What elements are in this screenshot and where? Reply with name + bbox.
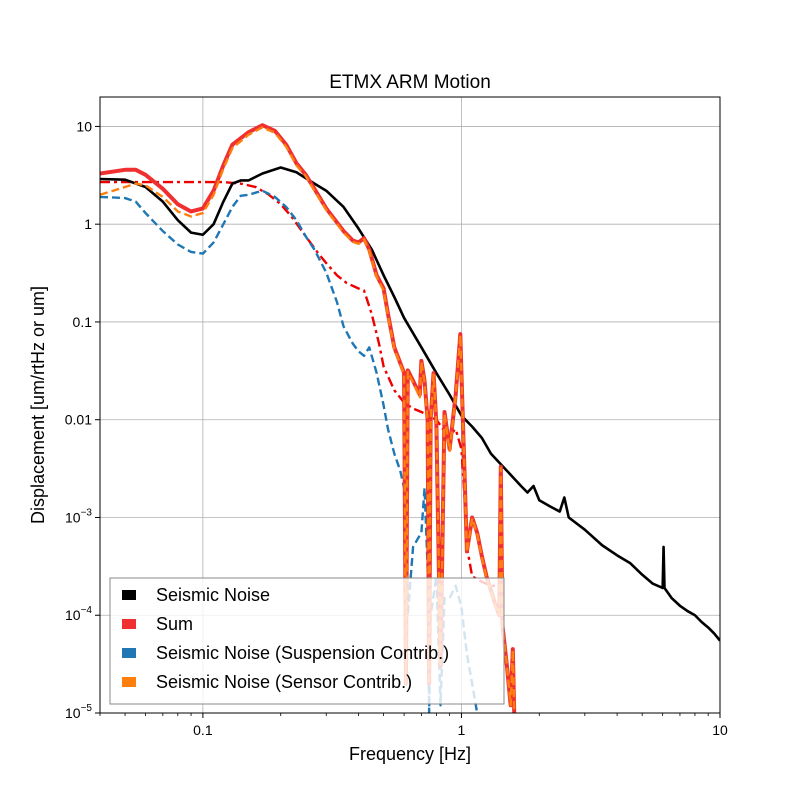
legend-label-0: Seismic Noise xyxy=(156,585,270,605)
ticks: 0.1 1 10 10−5 10−4 10−3 0.01 0.1 1 10 xyxy=(65,118,728,738)
series-line-4 xyxy=(100,180,500,588)
x-axis-label: Frequency [Hz] xyxy=(349,744,471,764)
series-line-2 xyxy=(100,189,479,713)
legend-label-2: Seismic Noise (Suspension Contrib.) xyxy=(156,643,449,663)
x-tick-label-2: 10 xyxy=(712,722,728,738)
legend-swatch-0 xyxy=(122,590,136,600)
x-tick-label-1: 1 xyxy=(458,722,466,738)
y-tick-label-4: 0.1 xyxy=(73,314,93,330)
y-axis-label: Displacement [um/rtHz or um] xyxy=(28,286,48,524)
y-tick-label-2: 10−3 xyxy=(65,507,92,525)
y-tick-label-1: 10−4 xyxy=(65,605,92,623)
plot-frame xyxy=(99,96,721,714)
legend-swatch-3 xyxy=(122,677,136,687)
legend-label-3: Seismic Noise (Sensor Contrib.) xyxy=(156,672,412,692)
y-tick-label-5: 1 xyxy=(84,216,92,232)
y-tick-label-0: 10−5 xyxy=(65,703,92,721)
y-tick-label-3: 0.01 xyxy=(65,412,92,428)
legend-swatch-1 xyxy=(122,619,136,629)
chart-title: ETMX ARM Motion xyxy=(329,72,491,93)
series-line-0 xyxy=(100,166,720,642)
legend-swatch-2 xyxy=(122,648,136,658)
legend-box xyxy=(109,577,505,705)
legend-label-1: Sum xyxy=(156,614,193,634)
x-tick-label-0: 0.1 xyxy=(193,722,213,738)
y-tick-label-6: 10 xyxy=(76,118,92,134)
legend: Seismic Noise Sum Seismic Noise (Suspensio… xyxy=(109,577,505,705)
